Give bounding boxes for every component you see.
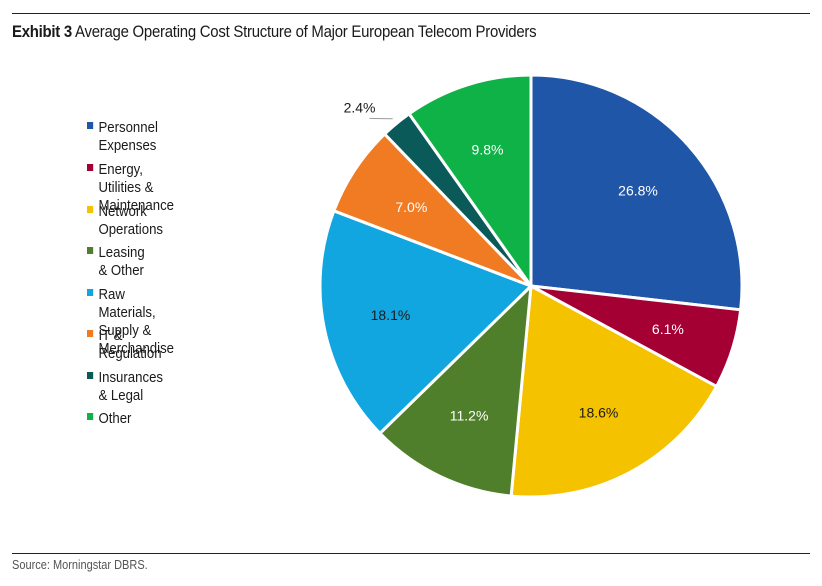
legend-swatch	[87, 247, 94, 254]
legend-swatch	[87, 164, 94, 171]
legend-item: Raw Materials, Supply & Merchandise	[87, 286, 174, 358]
bottom-rule	[12, 553, 810, 554]
legend-item: Leasing & Other	[87, 244, 145, 280]
legend-label: Network Operations	[98, 203, 164, 238]
slice-label: 9.8%	[472, 141, 504, 157]
top-rule	[12, 13, 810, 14]
pie-slice	[529, 73, 744, 312]
chart-title: Exhibit 3 Average Operating Cost Structu…	[12, 22, 537, 42]
exhibit-number: Exhibit 3	[12, 22, 72, 41]
legend-item: Other	[87, 410, 131, 428]
legend-swatch	[87, 122, 94, 129]
slice-label: 7.0%	[395, 199, 427, 215]
legend-item: IT & Regulation	[87, 327, 162, 363]
slice-label: 6.1%	[652, 321, 684, 337]
legend-item: Personnel Expenses	[87, 119, 158, 155]
legend-swatch	[87, 206, 94, 213]
slice-label: 11.2%	[450, 407, 489, 423]
legend-label: Energy, Utilities & Maintenance	[98, 161, 175, 214]
legend-swatch	[87, 330, 94, 337]
slice-label: 2.4%	[344, 99, 376, 115]
slice-label: 18.1%	[371, 307, 411, 323]
source-note: Source: Morningstar DBRS.	[12, 558, 148, 572]
pie-slice	[378, 284, 533, 498]
slice-label: 18.6%	[579, 405, 619, 421]
legend-item: Network Operations	[87, 203, 163, 239]
legend-label: Raw Materials, Supply & Merchandise	[98, 286, 175, 357]
slice-label: 26.8%	[618, 182, 658, 198]
legend-label: IT & Regulation	[98, 327, 162, 362]
legend-swatch	[87, 413, 94, 420]
title-text: Average Operating Cost Structure of Majo…	[75, 22, 537, 41]
legend-label: Personnel Expenses	[98, 119, 158, 154]
legend-label: Other	[98, 410, 132, 427]
legend-label: Insurances & Legal	[98, 369, 164, 404]
legend-swatch	[87, 289, 94, 296]
pie-slice	[509, 284, 719, 499]
legend-label: Leasing & Other	[98, 244, 145, 279]
pie-slice	[407, 73, 533, 288]
legend-swatch	[87, 372, 94, 379]
legend-item: Insurances & Legal	[87, 369, 163, 405]
legend-item: Energy, Utilities & Maintenance	[87, 161, 174, 215]
